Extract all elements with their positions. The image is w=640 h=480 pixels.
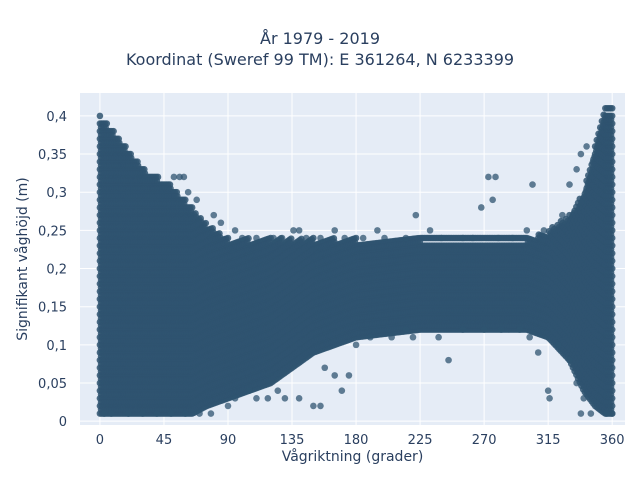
chart-title-line-1: År 1979 - 2019: [260, 29, 380, 48]
chart-title-line-2: Koordinat (Sweref 99 TM): E 361264, N 62…: [125, 50, 515, 69]
data-point: [96, 112, 104, 120]
data-points: [96, 104, 616, 417]
